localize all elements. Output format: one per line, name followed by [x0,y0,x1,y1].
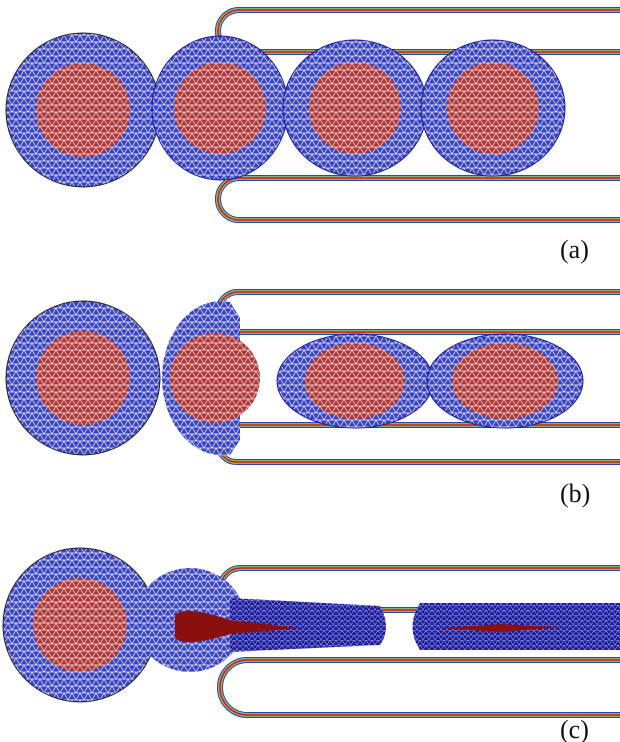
cell-nucleus [170,333,260,423]
cell-nucleus [36,331,130,425]
channel-wall [218,178,620,220]
channel-wall [218,425,620,462]
cell-nucleus [174,62,266,154]
channel-wall [220,660,620,715]
channel-wall [218,10,620,52]
channel-wall [218,425,620,462]
channel-wall [220,660,620,715]
simulation-panels [3,10,620,715]
channel-wall [218,292,620,332]
cell-nucleus [33,578,127,672]
cell-nucleus [452,343,558,419]
channel-wall [218,178,620,220]
panel-label: (c) [560,715,589,742]
channel-wall [218,292,620,332]
channel-wall [218,10,620,52]
channel-wall [218,178,620,220]
channel-wall [220,660,620,715]
channel-wall [218,10,620,52]
channel-wall [218,292,620,332]
channel-wall [218,10,620,52]
cell-nucleus [305,343,405,419]
figure: (a) (b) (c) [0,0,620,742]
cell-nucleus [309,62,401,154]
cell-nucleus [36,63,130,157]
channel-wall [218,425,620,462]
cell-nucleus [447,62,539,154]
channel-wall [218,425,620,462]
channel-wall [218,292,620,332]
channel-wall [220,660,620,715]
channel-wall [218,178,620,220]
panel-label: (b) [560,479,590,508]
panel-label: (a) [560,235,589,264]
